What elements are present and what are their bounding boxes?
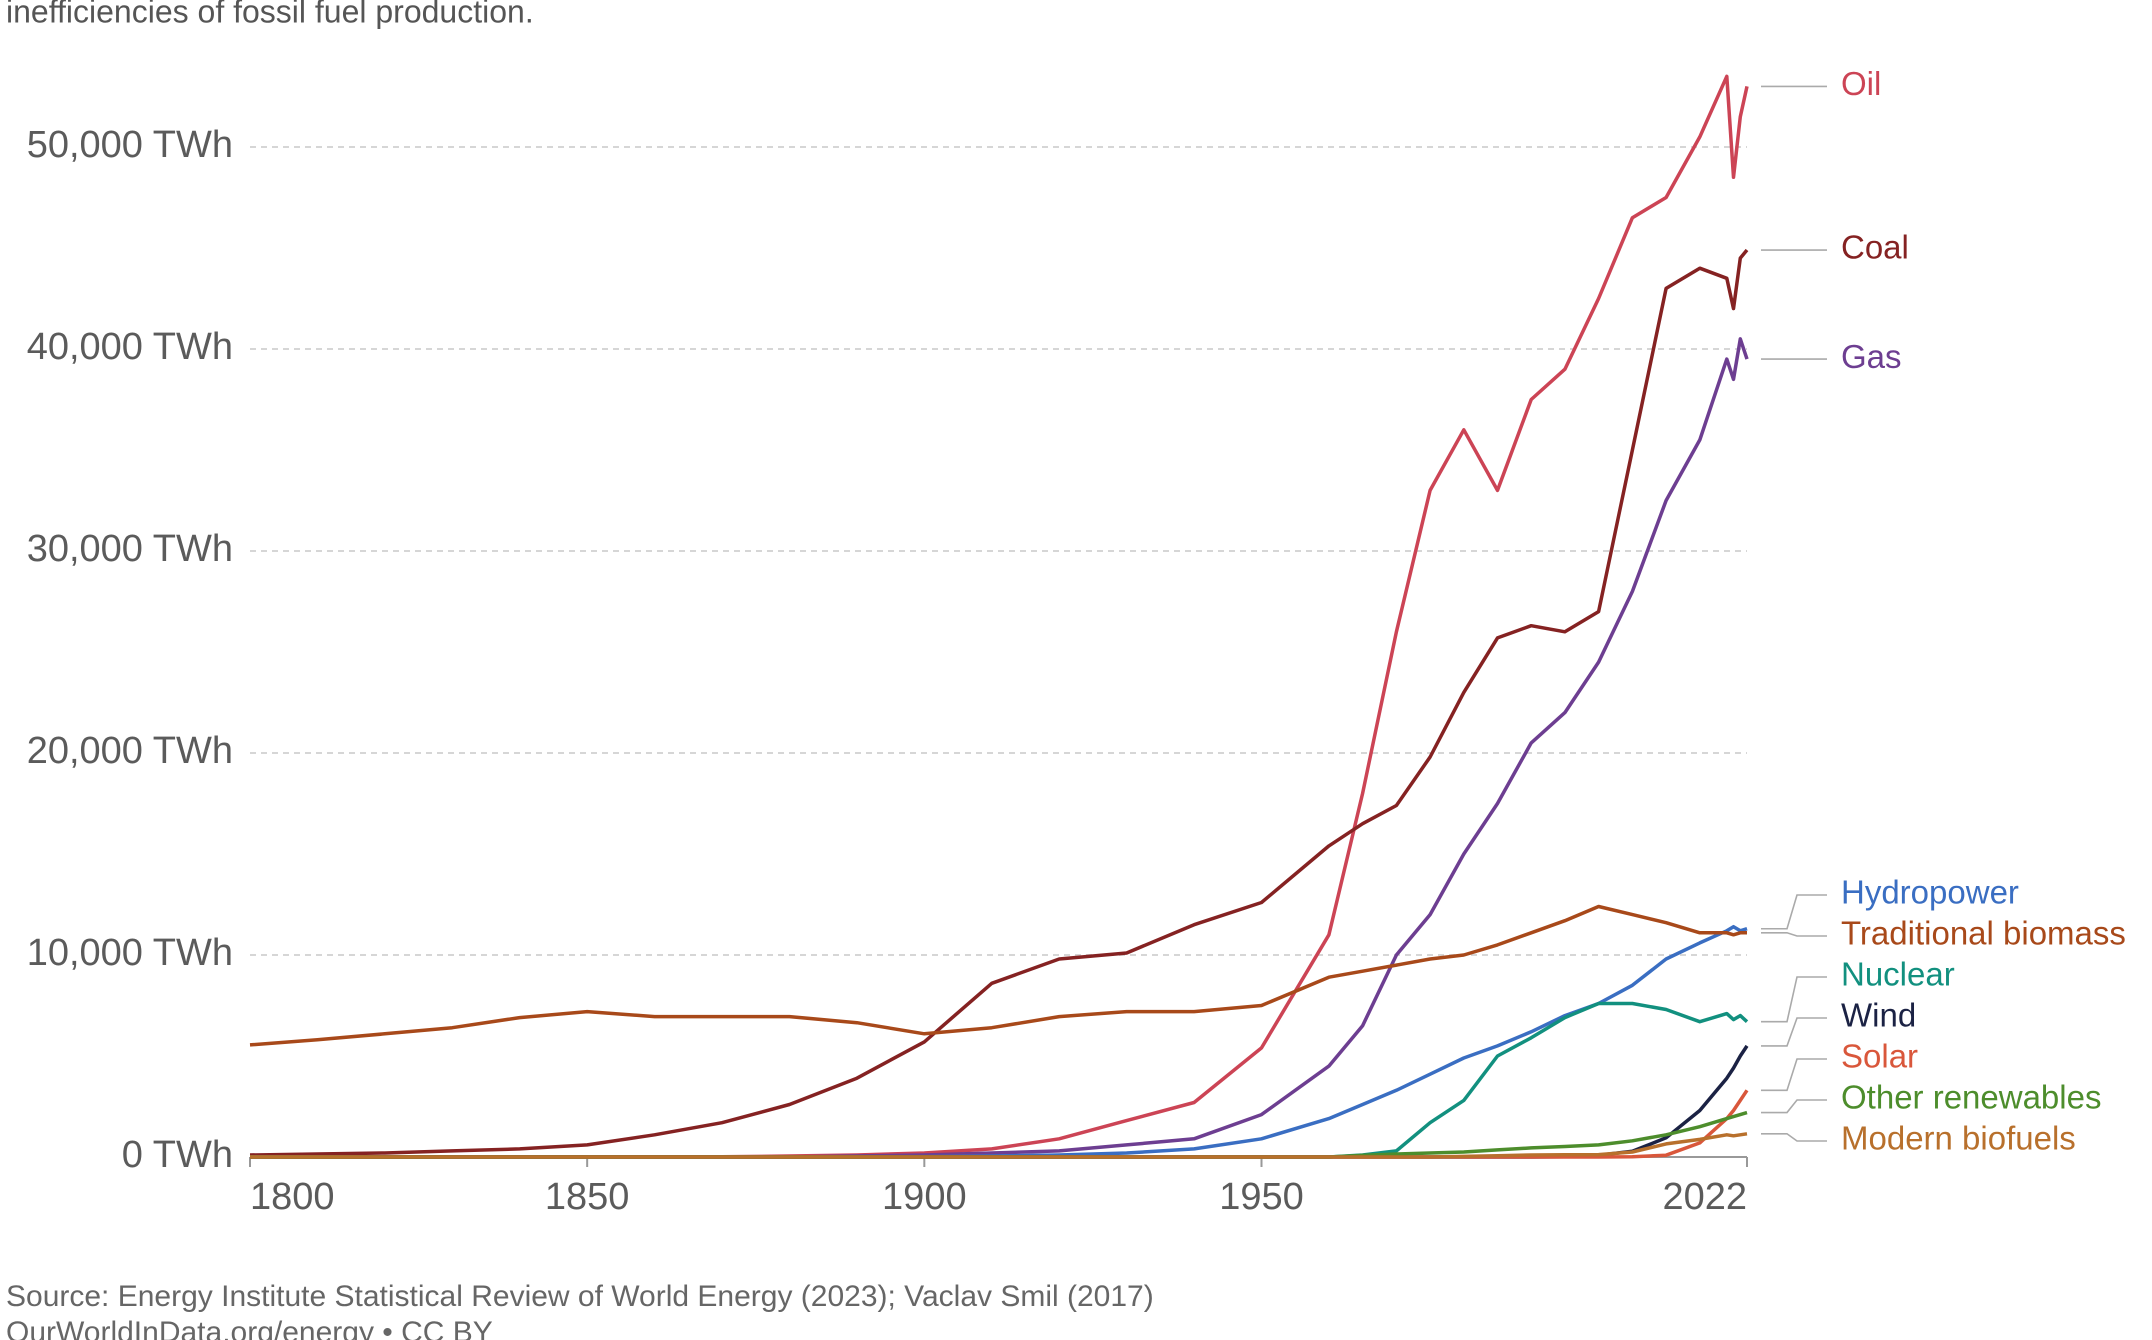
y-tick-label: 10,000 TWh (27, 932, 233, 974)
label-connector (1761, 931, 1827, 937)
x-tick-label: 2022 (1662, 1176, 1747, 1218)
label-connector (1761, 1017, 1827, 1047)
legend-label: Other renewables (1841, 1079, 2101, 1116)
legend-label: Oil (1841, 65, 1881, 102)
x-tick-label: 1900 (882, 1176, 967, 1218)
y-tick-label: 30,000 TWh (27, 528, 233, 570)
legend-label: Nuclear (1841, 956, 1955, 993)
y-tick-label: 0 TWh (122, 1134, 233, 1176)
label-connector (1761, 976, 1827, 1023)
legend-label: Wind (1841, 997, 1916, 1034)
source-note: Source: Energy Institute Statistical Rev… (6, 1280, 1154, 1313)
series-line (249, 904, 1747, 1047)
legend-label: Traditional biomass (1841, 915, 2126, 952)
x-tick-label: 1950 (1219, 1176, 1304, 1218)
label-connector (1761, 894, 1827, 930)
y-tick-label: 20,000 TWh (27, 730, 233, 772)
series-line (249, 248, 1749, 1157)
legend-label: Solar (1841, 1038, 1918, 1075)
chart-subtitle: inefficiencies of fossil fuel production… (6, 0, 534, 29)
legend-label: Gas (1841, 338, 1902, 375)
x-tick-label: 1800 (250, 1176, 335, 1218)
footer-note: OurWorldInData.org/energy • CC BY (6, 1316, 493, 1340)
legend-label: Coal (1841, 229, 1909, 266)
legend-label: Hydropower (1841, 874, 2019, 911)
label-connector (1761, 1058, 1827, 1092)
y-tick-label: 40,000 TWh (27, 326, 233, 368)
y-tick-label: 50,000 TWh (27, 124, 233, 166)
series-line (250, 74, 1749, 1159)
series-line (250, 1044, 1749, 1159)
x-tick-label: 1850 (545, 1176, 630, 1218)
label-connector (1761, 1099, 1827, 1114)
legend-label: Modern biofuels (1841, 1120, 2076, 1157)
label-connector (1761, 1132, 1827, 1142)
series-line (250, 1132, 1748, 1159)
